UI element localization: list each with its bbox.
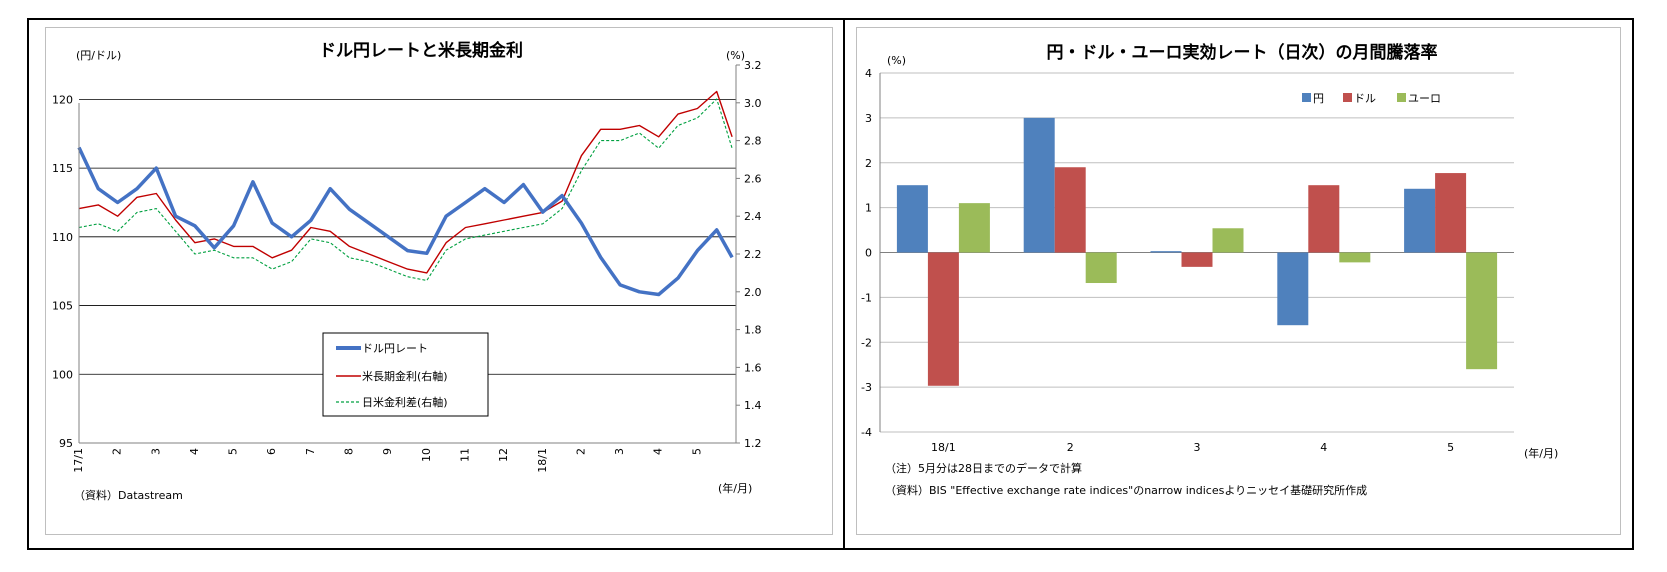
calc-note: （注）5月分は28日までのデータで計算	[885, 461, 1082, 475]
y-tick-label: 1	[865, 202, 872, 215]
x-axis-unit: (年/月)	[1524, 446, 1558, 460]
usdjpy-line	[77, 146, 734, 297]
euro-bar	[958, 203, 990, 253]
y-axis-unit: (%)	[887, 54, 906, 67]
panel-divider	[843, 18, 845, 550]
x-tick-label: 8	[343, 448, 356, 455]
x-tick-label: 2	[1067, 441, 1074, 454]
right-tick-label: 2.6	[744, 172, 762, 185]
right-tick-label: 2.4	[744, 210, 762, 223]
x-tick-label: 5	[227, 448, 240, 455]
dollar-bar	[1181, 252, 1213, 267]
yen-bar	[1404, 188, 1436, 253]
right-tick-label: 1.2	[744, 437, 762, 450]
right-tick-label: 2.2	[744, 248, 762, 261]
y-tick-label: 4	[865, 67, 872, 80]
source-note: （資料）BIS "Effective exchange rate indices…	[885, 483, 1367, 497]
legend-box	[322, 332, 489, 417]
x-tick-label: 3	[613, 448, 626, 455]
y-tick-label: -3	[861, 381, 872, 394]
euro-bar	[1212, 228, 1244, 253]
y-tick-label: 2	[865, 157, 872, 170]
left-tick-label: 100	[52, 368, 73, 381]
legend: ドル円レート 米長期金利(右軸) 日米金利差(右軸)	[322, 332, 489, 417]
spread-line	[78, 98, 733, 282]
chart-title: ドル円レートと米長期金利	[319, 40, 523, 61]
dollar-bar	[1308, 185, 1340, 253]
chart-title: 円・ドル・ユーロ実効レート（日次）の月間騰落率	[1047, 42, 1438, 63]
us-yield-line	[78, 90, 733, 274]
dollar-bar	[927, 252, 959, 386]
right-tick-label: 3.0	[744, 97, 762, 110]
yen-bar	[896, 185, 928, 253]
x-tick-label: 18/1	[931, 441, 956, 454]
left-tick-label: 105	[52, 300, 73, 313]
x-tick-label: 17/1	[72, 448, 85, 473]
source-note: （資料）Datastream	[74, 488, 183, 502]
yen-bar	[1150, 251, 1182, 253]
y-tick-label: 0	[865, 247, 872, 260]
x-tick-label: 11	[458, 448, 471, 462]
x-tick-label: 18/1	[536, 448, 549, 473]
legend-swatch-euro	[1397, 93, 1406, 102]
right-tick-label: 3.2	[744, 59, 762, 72]
left-axis-unit: (円/ドル)	[76, 49, 121, 62]
x-tick-label: 2	[111, 448, 124, 455]
x-tick-label: 4	[652, 448, 665, 455]
legend-swatch-dollar	[1343, 93, 1352, 102]
x-tick-label: 12	[497, 448, 510, 462]
right-tick-label: 2.8	[744, 135, 762, 148]
x-tick-label: 9	[381, 448, 394, 455]
left-tick-label: 115	[52, 162, 73, 175]
legend-swatch-yen	[1302, 93, 1311, 102]
dollar-bar	[1054, 167, 1086, 253]
legend-label-us-yield: 米長期金利(右軸)	[362, 369, 448, 383]
y-tick-label: -4	[861, 426, 872, 439]
effective-rate-chart-panel: 円・ドル・ユーロ実効レート（日次）の月間騰落率 (%) -4 -3 -2 -1 0 1 2 3…	[856, 27, 1621, 535]
effective-rate-chart: 円・ドル・ユーロ実効レート（日次）の月間騰落率 (%) -4 -3 -2 -1 0 1 2 3…	[861, 42, 1558, 497]
yen-bar	[1023, 117, 1055, 253]
yen-bar	[1277, 252, 1309, 326]
legend-label-spread: 日米金利差(右軸)	[362, 395, 448, 409]
x-tick-label: 10	[420, 448, 433, 462]
y-tick-label: -2	[861, 336, 872, 349]
usdjpy-chart-panel: ドル円レートと米長期金利 (円/ドル) (%) 95 100 105 110 115 12…	[45, 27, 833, 535]
legend-label-yen: 円	[1313, 92, 1324, 105]
left-tick-label: 110	[52, 231, 73, 244]
x-tick-label: 5	[690, 448, 703, 455]
right-tick-label: 1.6	[744, 361, 762, 374]
legend-label-usdjpy: ドル円レート	[362, 342, 428, 355]
left-tick-label: 120	[52, 93, 73, 106]
legend-label-euro: ユーロ	[1408, 92, 1441, 105]
left-tick-label: 95	[59, 437, 73, 450]
y-tick-label: 3	[865, 112, 872, 125]
x-tick-label: 3	[1194, 441, 1201, 454]
dollar-bar	[1435, 173, 1467, 253]
right-tick-label: 1.4	[744, 399, 762, 412]
x-tick-label: 5	[1447, 441, 1454, 454]
x-tick-label: 4	[1320, 441, 1327, 454]
euro-bar	[1339, 252, 1371, 263]
legend-label-dollar: ドル	[1354, 92, 1376, 105]
x-tick-label: 7	[304, 448, 317, 455]
y-tick-label: -1	[861, 291, 872, 304]
usdjpy-chart: ドル円レートと米長期金利 (円/ドル) (%) 9510010511011512…	[52, 40, 762, 502]
right-tick-label: 1.8	[744, 324, 762, 337]
x-tick-label: 3	[149, 448, 162, 455]
x-tick-label: 4	[188, 448, 201, 455]
x-axis-unit: (年/月)	[718, 481, 752, 495]
right-tick-label: 2.0	[744, 286, 762, 299]
right-axis-unit: (%)	[726, 49, 745, 62]
legend: 円 ドル ユーロ	[1302, 92, 1441, 105]
x-tick-label: 6	[265, 448, 278, 455]
figure-frame	[27, 18, 1634, 550]
x-tick-label: 2	[574, 448, 587, 455]
euro-bar	[1466, 252, 1498, 370]
euro-bar	[1085, 252, 1117, 284]
